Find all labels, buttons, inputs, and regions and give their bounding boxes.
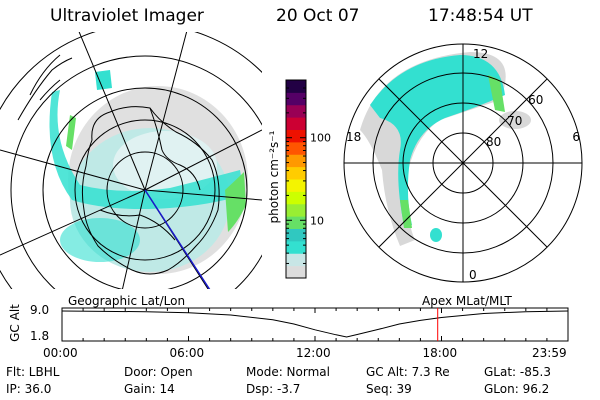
- colorbar-gradient: [286, 80, 306, 279]
- colorbar: 100 10: [285, 79, 331, 279]
- polar-plot-label: Apex MLat/MLT: [422, 294, 512, 308]
- ip-info: IP: 36.0: [6, 382, 52, 396]
- timeline-ytick-label: 9.0: [30, 303, 50, 317]
- timeline-xtick-label: 06:00: [169, 346, 205, 360]
- dsp-info: Dsp: -3.7: [246, 382, 301, 396]
- colorbar-swatch: [286, 104, 306, 118]
- colorbar-swatch: [286, 141, 306, 155]
- filter-info: Flt: LBHL: [6, 365, 60, 379]
- mlat-label: 60: [528, 93, 543, 107]
- polar-grid: [343, 43, 583, 283]
- colorbar-swatch: [286, 191, 306, 205]
- colorbar-ticks: 100 10: [286, 79, 331, 279]
- geo-map-label: Geographic Lat/Lon: [68, 294, 186, 308]
- glon-info: GLon: 96.2: [484, 382, 550, 396]
- colorbar-swatch: [286, 228, 306, 242]
- timeline-xtick-label: 23:59: [532, 346, 567, 360]
- south-america-outline: [17, 54, 73, 121]
- colorbar-swatch: [286, 240, 306, 254]
- mlt-label: 12: [473, 47, 488, 61]
- geographic-map: [0, 32, 262, 289]
- altitude-curve: [61, 310, 569, 338]
- gc-alt-info: GC Alt: 7.3 Re: [366, 365, 450, 379]
- colorbar-swatch: [286, 179, 306, 192]
- colorbar-tick-label: 10: [310, 214, 324, 227]
- mlt-label: 0: [469, 268, 477, 282]
- gain-info: Gain: 14: [124, 382, 175, 396]
- colorbar-swatch: [286, 117, 306, 130]
- timeline-xtick-label: 12:00: [296, 346, 331, 360]
- date-label: 20 Oct 07: [276, 6, 360, 26]
- colorbar-swatch: [286, 203, 306, 217]
- noon-meridian-line: [144, 189, 211, 289]
- timeline-ylabel: GC Alt: [8, 304, 22, 342]
- colorbar-swatch: [286, 253, 306, 267]
- colorbar-swatch: [286, 154, 306, 168]
- mlt-label: 18: [346, 130, 361, 144]
- colorbar-unit-label: photon cm⁻²s⁻¹: [267, 130, 281, 224]
- mlat-label: 70: [507, 114, 522, 128]
- timeline-ticks: [61, 308, 569, 341]
- seq-info: Seq: 39: [366, 382, 412, 396]
- antarctica-coastline: [81, 106, 220, 275]
- colorbar-swatch: [286, 166, 306, 180]
- colorbar-frame: [285, 79, 307, 279]
- timeline-ytick-label: 1.8: [30, 329, 50, 343]
- colorbar-swatch: [286, 216, 306, 229]
- mlt-label: 6: [572, 130, 580, 144]
- colorbar-swatch: [286, 80, 306, 93]
- colorbar-swatch: [286, 265, 306, 279]
- mlat-label: 80: [486, 135, 501, 149]
- instrument-title: Ultraviolet Imager: [50, 6, 204, 26]
- colorbar-swatch: [286, 92, 306, 106]
- glat-info: GLat: -85.3: [484, 365, 551, 379]
- door-info: Door: Open: [124, 365, 193, 379]
- colorbar-tick-label: 100: [310, 132, 331, 145]
- timeline-xtick-label: 18:00: [422, 346, 458, 360]
- mode-info: Mode: Normal: [246, 365, 330, 379]
- colorbar-swatch: [286, 129, 306, 143]
- timeline-xtick-label: 00:00: [43, 346, 78, 360]
- altitude-timeline: [61, 307, 569, 342]
- time-label: 17:48:54 UT: [428, 6, 533, 26]
